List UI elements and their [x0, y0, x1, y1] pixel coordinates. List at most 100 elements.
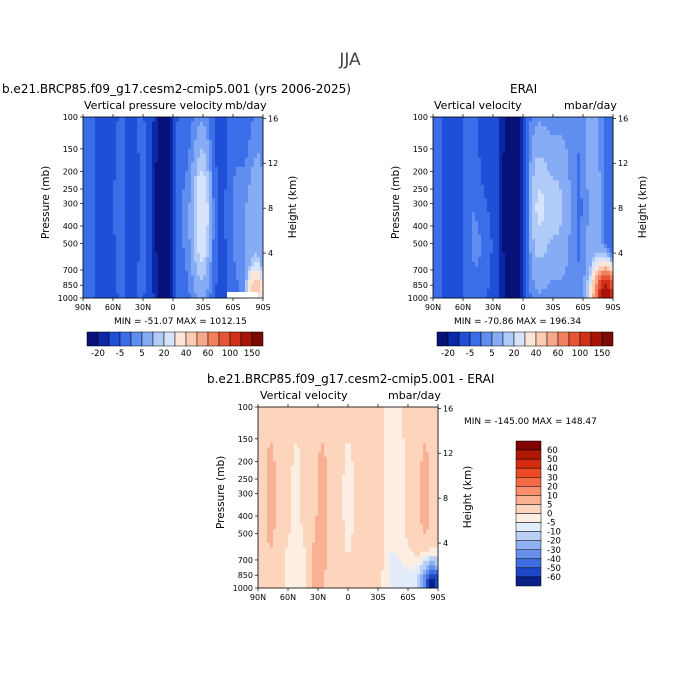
heatmap-cell	[218, 202, 222, 208]
heatmap-cell	[607, 135, 611, 141]
heatmap-cell	[185, 293, 189, 299]
heatmap-cell	[107, 221, 111, 226]
heatmap-cell	[101, 243, 105, 249]
heatmap-cell	[571, 207, 575, 213]
heatmap-cell	[261, 574, 265, 580]
heatmap-cell	[116, 139, 120, 145]
pressure-tick-label: 200	[63, 167, 78, 176]
heatmap-cell	[167, 261, 171, 267]
heatmap-cell	[218, 171, 222, 177]
heatmap-cell	[481, 243, 485, 249]
heatmap-cell	[155, 139, 159, 145]
heatmap-cell	[221, 171, 225, 177]
heatmap-cell	[134, 166, 138, 172]
heatmap-cell	[550, 157, 554, 163]
heatmap-cell	[592, 180, 596, 186]
heatmap-cell	[155, 279, 159, 285]
heatmap-cell	[95, 162, 99, 168]
heatmap-cell	[161, 193, 165, 199]
heatmap-cell	[257, 166, 261, 172]
heatmap-cell	[493, 275, 497, 281]
heatmap-cell	[589, 135, 593, 141]
heatmap-cell	[149, 230, 153, 236]
heatmap-cell	[529, 166, 533, 172]
heatmap-cell	[496, 184, 500, 190]
heatmap-cell	[164, 126, 168, 131]
heatmap-cell	[433, 230, 437, 236]
heatmap-cell	[580, 284, 584, 290]
heatmap-cell	[583, 198, 587, 204]
heatmap-cell	[499, 234, 503, 240]
heatmap-cell	[559, 216, 563, 222]
heatmap-cell	[559, 121, 563, 127]
heatmap-cell	[218, 130, 222, 136]
heatmap-cell	[541, 216, 545, 222]
heatmap-cell	[101, 180, 105, 186]
heatmap-cell	[95, 153, 99, 159]
heatmap-cell	[559, 225, 563, 231]
heatmap-cell	[529, 180, 533, 186]
heatmap-cell	[568, 202, 572, 208]
heatmap-cell	[152, 162, 156, 168]
heatmap-cell	[511, 117, 515, 122]
heatmap-cell	[457, 180, 461, 186]
heatmap-cell	[185, 207, 189, 213]
heatmap-cell	[610, 180, 614, 186]
heatmap-cell	[200, 184, 204, 190]
heatmap-cell	[445, 184, 449, 190]
heatmap-cell	[209, 130, 213, 136]
heatmap-cell	[607, 180, 611, 186]
heatmap-cell	[523, 293, 527, 299]
heatmap-cell	[200, 225, 204, 231]
heatmap-cell	[161, 207, 165, 213]
heatmap-cell	[514, 257, 518, 263]
heatmap-cell	[469, 248, 473, 254]
heatmap-cell	[472, 261, 476, 267]
heatmap-cell	[194, 175, 198, 181]
heatmap-cell	[92, 117, 96, 122]
heatmap-cell	[200, 126, 204, 131]
heatmap-cell	[436, 239, 440, 245]
heatmap-cell	[550, 139, 554, 145]
heatmap-cell	[463, 180, 467, 186]
heatmap-cell	[167, 121, 171, 127]
heatmap-cell	[197, 293, 201, 299]
heatmap-cell	[245, 135, 249, 141]
heatmap-cell	[83, 166, 87, 172]
heatmap-cell	[604, 189, 608, 195]
heatmap-cell	[475, 239, 479, 245]
heatmap-cell	[167, 239, 171, 245]
heatmap-cell	[113, 139, 117, 145]
heatmap-cell	[128, 248, 132, 254]
heatmap-cell	[463, 288, 467, 294]
heatmap-cell	[230, 144, 234, 150]
heatmap-cell	[200, 202, 204, 208]
heatmap-cell	[538, 239, 542, 245]
heatmap-cell	[98, 153, 102, 159]
heatmap-cell	[568, 252, 572, 258]
heatmap-cell	[134, 121, 138, 127]
heatmap-cell	[481, 175, 485, 181]
heatmap-cell	[460, 130, 464, 136]
heatmap-cell	[167, 243, 171, 249]
heatmap-cell	[197, 248, 201, 254]
heatmap-cell	[152, 157, 156, 163]
heatmap-cell	[155, 207, 159, 213]
heatmap-cell	[209, 166, 213, 172]
heatmap-cell	[568, 171, 572, 177]
heatmap-cell	[200, 293, 204, 299]
heatmap-cell	[98, 234, 102, 240]
heatmap-cell	[457, 266, 461, 272]
heatmap-cell	[607, 279, 611, 285]
heatmap-cell	[460, 171, 464, 177]
heatmap-cell	[529, 266, 533, 272]
heatmap-cell	[227, 225, 231, 231]
heatmap-cell	[475, 270, 479, 276]
heatmap-cell	[517, 216, 521, 222]
heatmap-cell	[517, 202, 521, 208]
heatmap-cell	[589, 230, 593, 236]
heatmap-cell	[538, 266, 542, 272]
heatmap-cell	[143, 121, 147, 127]
heatmap-cell	[119, 221, 123, 226]
heatmap-cell	[478, 279, 482, 285]
